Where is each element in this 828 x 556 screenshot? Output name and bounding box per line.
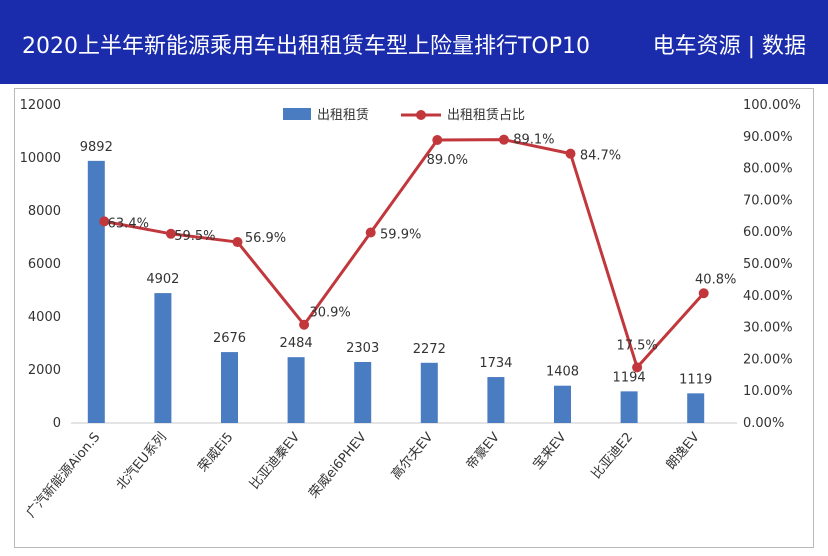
bar-data-label: 1194 [613,370,646,385]
bar [420,362,438,423]
bar-data-label: 1734 [479,356,512,371]
y-left-tick-label: 6000 [28,257,61,272]
line-data-label: 40.8% [695,272,736,287]
bar-data-label: 1408 [546,365,579,380]
y-right-tick-label: 10.00% [743,384,793,399]
line-data-label: 89.1% [513,133,554,148]
line-point [299,319,310,330]
line-data-label: 63.4% [108,216,149,231]
category-label: 宝来EV [530,430,569,473]
category-label: 比亚迪E2 [589,430,636,482]
line-data-label: 89.0% [427,153,468,168]
y-left-tick-label: 10000 [20,151,61,166]
y-right-tick-label: 50.00% [743,257,793,272]
line-data-label: 84.7% [580,149,621,164]
bar [354,361,372,423]
line-data-label: 30.9% [309,306,350,321]
line-point [565,148,576,159]
category-label: 朗逸EV [664,430,703,473]
line-point [698,288,709,299]
y-right-tick-label: 90.00% [743,130,793,145]
y-right-tick-label: 80.00% [743,162,793,177]
line-data-label: 56.9% [245,231,286,246]
line-data-label: 59.9% [380,228,421,243]
bar [287,357,305,423]
y-right-tick-label: 20.00% [743,352,793,367]
data-source: 电车资源 | 数据 [652,34,806,59]
legend-bar-label: 出租租赁 [317,108,369,123]
y-right-tick-label: 40.00% [743,289,793,304]
y-right-tick-label: 0.00% [743,416,784,431]
bar [154,293,172,423]
header-bar: 2020上半年新能源乘用车出租租赁车型上险量排行TOP10 电车资源 | 数据 [0,0,828,84]
chart-panel: 0 2000 4000 6000 8000 10000 12000 0.00% 10.00% 20… [14,88,814,548]
bar [554,385,571,423]
category-label: 高尔夫EV [388,429,436,482]
combo-chart: 0 2000 4000 6000 8000 10000 12000 0.00% 10.00% 20… [20,98,801,521]
y-right-tick-label: 70.00% [743,193,793,208]
bar [487,377,505,423]
y-right-tick-label: 60.00% [743,225,793,240]
category-label: 北汽EU系列 [114,430,170,493]
bar-data-label: 2484 [280,336,313,351]
y-left-tick-label: 4000 [28,310,61,325]
bar [620,391,638,423]
bar-data-label: 2303 [346,341,379,356]
bar [687,393,705,423]
category-label: 广汽新能源Aion.S [23,429,103,521]
line-point [432,134,443,145]
category-label: 帝豪EV [463,429,503,472]
legend-bar-swatch [283,108,311,120]
bar-data-label: 2272 [413,342,446,357]
line-data-label: 17.5% [616,338,657,353]
line-point [365,227,376,238]
bar-data-label: 1119 [679,372,712,387]
bar-data-label: 4902 [146,272,179,287]
y-left-tick-label: 8000 [28,204,61,219]
legend-line-label: 出租租赁占比 [447,108,525,123]
y-right-tick-label: 30.00% [743,321,793,336]
category-label: 荣威ei6PHEV [306,430,369,501]
bar-data-label: 2676 [213,331,246,346]
line-point [232,237,243,248]
category-label: 荣威Ei5 [195,430,236,475]
line-point [498,134,509,145]
legend-line-marker [416,110,426,120]
line-point [99,216,110,227]
category-label: 比亚迪秦EV [247,430,303,493]
y-left-tick-label: 0 [53,416,61,431]
y-left-tick-label: 12000 [20,98,61,113]
series-line [104,138,705,369]
chart-title: 2020上半年新能源乘用车出租租赁车型上险量排行TOP10 [22,34,591,59]
bar [221,352,238,423]
bar-data-label: 9892 [80,140,113,155]
line-point [165,228,176,239]
line-point [632,362,643,373]
bar [87,160,105,423]
y-left-tick-label: 2000 [28,363,61,378]
line-data-label: 59.5% [174,229,215,244]
y-right-tick-label: 100.00% [743,98,801,113]
